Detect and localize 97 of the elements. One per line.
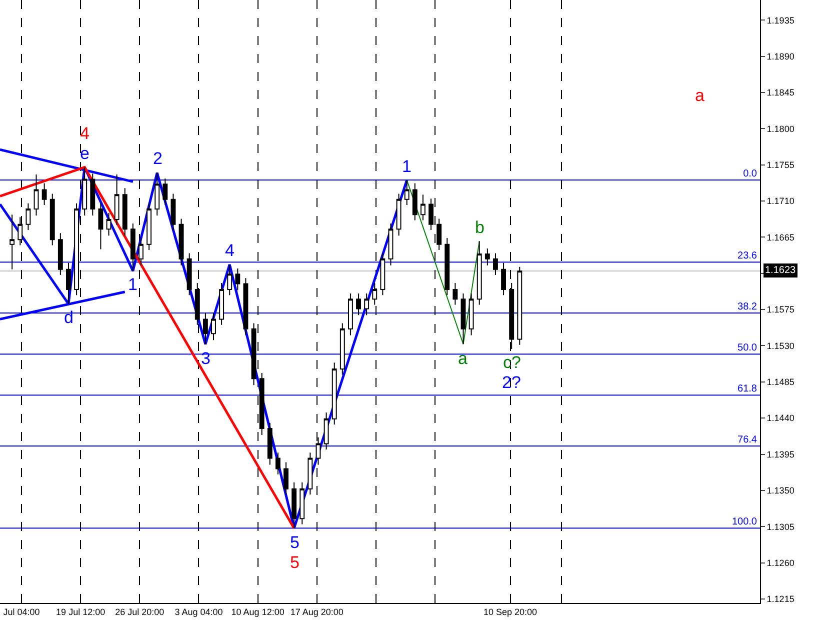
x-tick-label: 26 Jul 20:00 <box>115 606 164 617</box>
candlestick <box>300 482 305 525</box>
candlestick <box>90 173 96 216</box>
candlestick <box>211 312 216 341</box>
candlestick <box>106 212 112 236</box>
y-tick-label: 1.1755 <box>766 160 794 170</box>
x-tick-label: 10 Sep 20:00 <box>483 606 538 617</box>
annotation: a <box>458 349 468 368</box>
annotation: d <box>64 308 74 327</box>
y-tick-label: 1.1845 <box>766 88 794 98</box>
candlestick <box>404 180 410 206</box>
candlestick <box>42 182 47 206</box>
x-tick-label: Jul 04:00 <box>3 606 40 617</box>
candlestick <box>227 264 232 296</box>
candlestick <box>146 202 152 251</box>
candlestick <box>235 268 240 291</box>
y2-tick-label: 61.8 <box>738 384 758 395</box>
annotation: a <box>695 86 705 105</box>
candlestick <box>50 193 55 246</box>
candlestick <box>348 292 353 336</box>
candlestick <box>10 214 15 270</box>
candlestick <box>58 232 63 276</box>
candlestick <box>243 278 248 336</box>
candlestick <box>460 292 466 345</box>
candlestick <box>340 322 345 376</box>
candlestick <box>114 174 120 226</box>
y-tick-label: 1.1395 <box>766 449 794 460</box>
candlestick <box>26 202 31 230</box>
annotation: 1 <box>128 275 138 294</box>
annotation: 5 <box>290 533 300 552</box>
y-tick-label: 1.1485 <box>766 377 794 388</box>
candlestick <box>388 223 394 266</box>
candlestick <box>412 182 418 221</box>
y2-tick-label: 100.0 <box>732 516 758 528</box>
y-tick-label: 1.1530 <box>766 340 794 351</box>
candlestick <box>380 252 386 296</box>
annotation: 2 <box>153 149 162 168</box>
candlestick <box>130 223 136 272</box>
annotation: b <box>475 218 484 237</box>
candlestick <box>98 202 104 250</box>
candlestick <box>275 452 280 475</box>
candlestick <box>34 174 39 216</box>
candlestick <box>468 292 474 336</box>
candlestick <box>356 292 361 316</box>
candlestick <box>162 178 168 206</box>
candlestick <box>324 412 329 450</box>
candlestick <box>219 282 224 326</box>
candlestick <box>364 292 370 316</box>
y-tick-label: 1.1935 <box>766 15 794 26</box>
ref-line-label: 1.1623 <box>765 265 796 276</box>
y-tick-label: 1.1665 <box>766 232 794 242</box>
y-tick-label: 1.1800 <box>766 124 794 134</box>
candlestick <box>444 237 450 296</box>
candlestick <box>493 252 498 276</box>
candlestick <box>332 362 337 426</box>
annotation: 4 <box>80 124 90 143</box>
y-tick-label: 1.1575 <box>766 304 794 315</box>
candlestick <box>517 266 522 346</box>
candlestick <box>154 172 160 216</box>
candlestick <box>484 248 490 266</box>
annotation: 4 <box>225 241 234 260</box>
candlestick <box>420 194 426 221</box>
candlestick <box>202 312 208 345</box>
candlestick <box>284 462 288 495</box>
y2-tick-label: 0.0 <box>743 168 758 180</box>
x-tick-label: 17 Aug 20:00 <box>290 606 344 617</box>
candlestick <box>476 240 482 306</box>
candlestick <box>122 188 128 236</box>
annotation: e <box>80 144 90 163</box>
candlestick <box>186 252 192 296</box>
y-tick-label: 1.1350 <box>766 486 794 496</box>
candlestick <box>170 193 176 230</box>
candlestick <box>267 422 272 466</box>
x-tick-label: 19 Jul 12:00 <box>56 606 106 617</box>
y-tick-label: 1.1440 <box>766 413 794 424</box>
annotation: 1 <box>402 157 412 176</box>
annotation: 5 <box>290 553 300 572</box>
candlestick <box>178 218 184 266</box>
annotation: 3 <box>201 349 210 368</box>
x-tick-label: 3 Aug 04:00 <box>174 606 223 617</box>
candlestick <box>292 482 297 529</box>
y-tick-label: 1.1305 <box>766 522 794 532</box>
y-tick-label: 1.1890 <box>766 51 794 62</box>
y-tick-label: 1.1215 <box>766 594 794 604</box>
y2-tick-label: 38.2 <box>738 301 758 312</box>
y2-tick-label: 50.0 <box>738 342 758 354</box>
candlestick <box>308 452 313 495</box>
candlestick <box>501 262 506 296</box>
candlestick <box>452 282 458 306</box>
y-tick-label: 1.1260 <box>766 558 794 568</box>
y2-tick-label: 76.4 <box>738 434 758 446</box>
candlestick <box>396 193 402 236</box>
candlestick <box>66 262 71 304</box>
y-tick-label: 1.1710 <box>766 196 794 206</box>
x-tick-label: 10 Aug 12:00 <box>231 606 284 617</box>
y2-tick-label: 23.6 <box>738 250 758 262</box>
annotation: c? <box>503 353 521 372</box>
